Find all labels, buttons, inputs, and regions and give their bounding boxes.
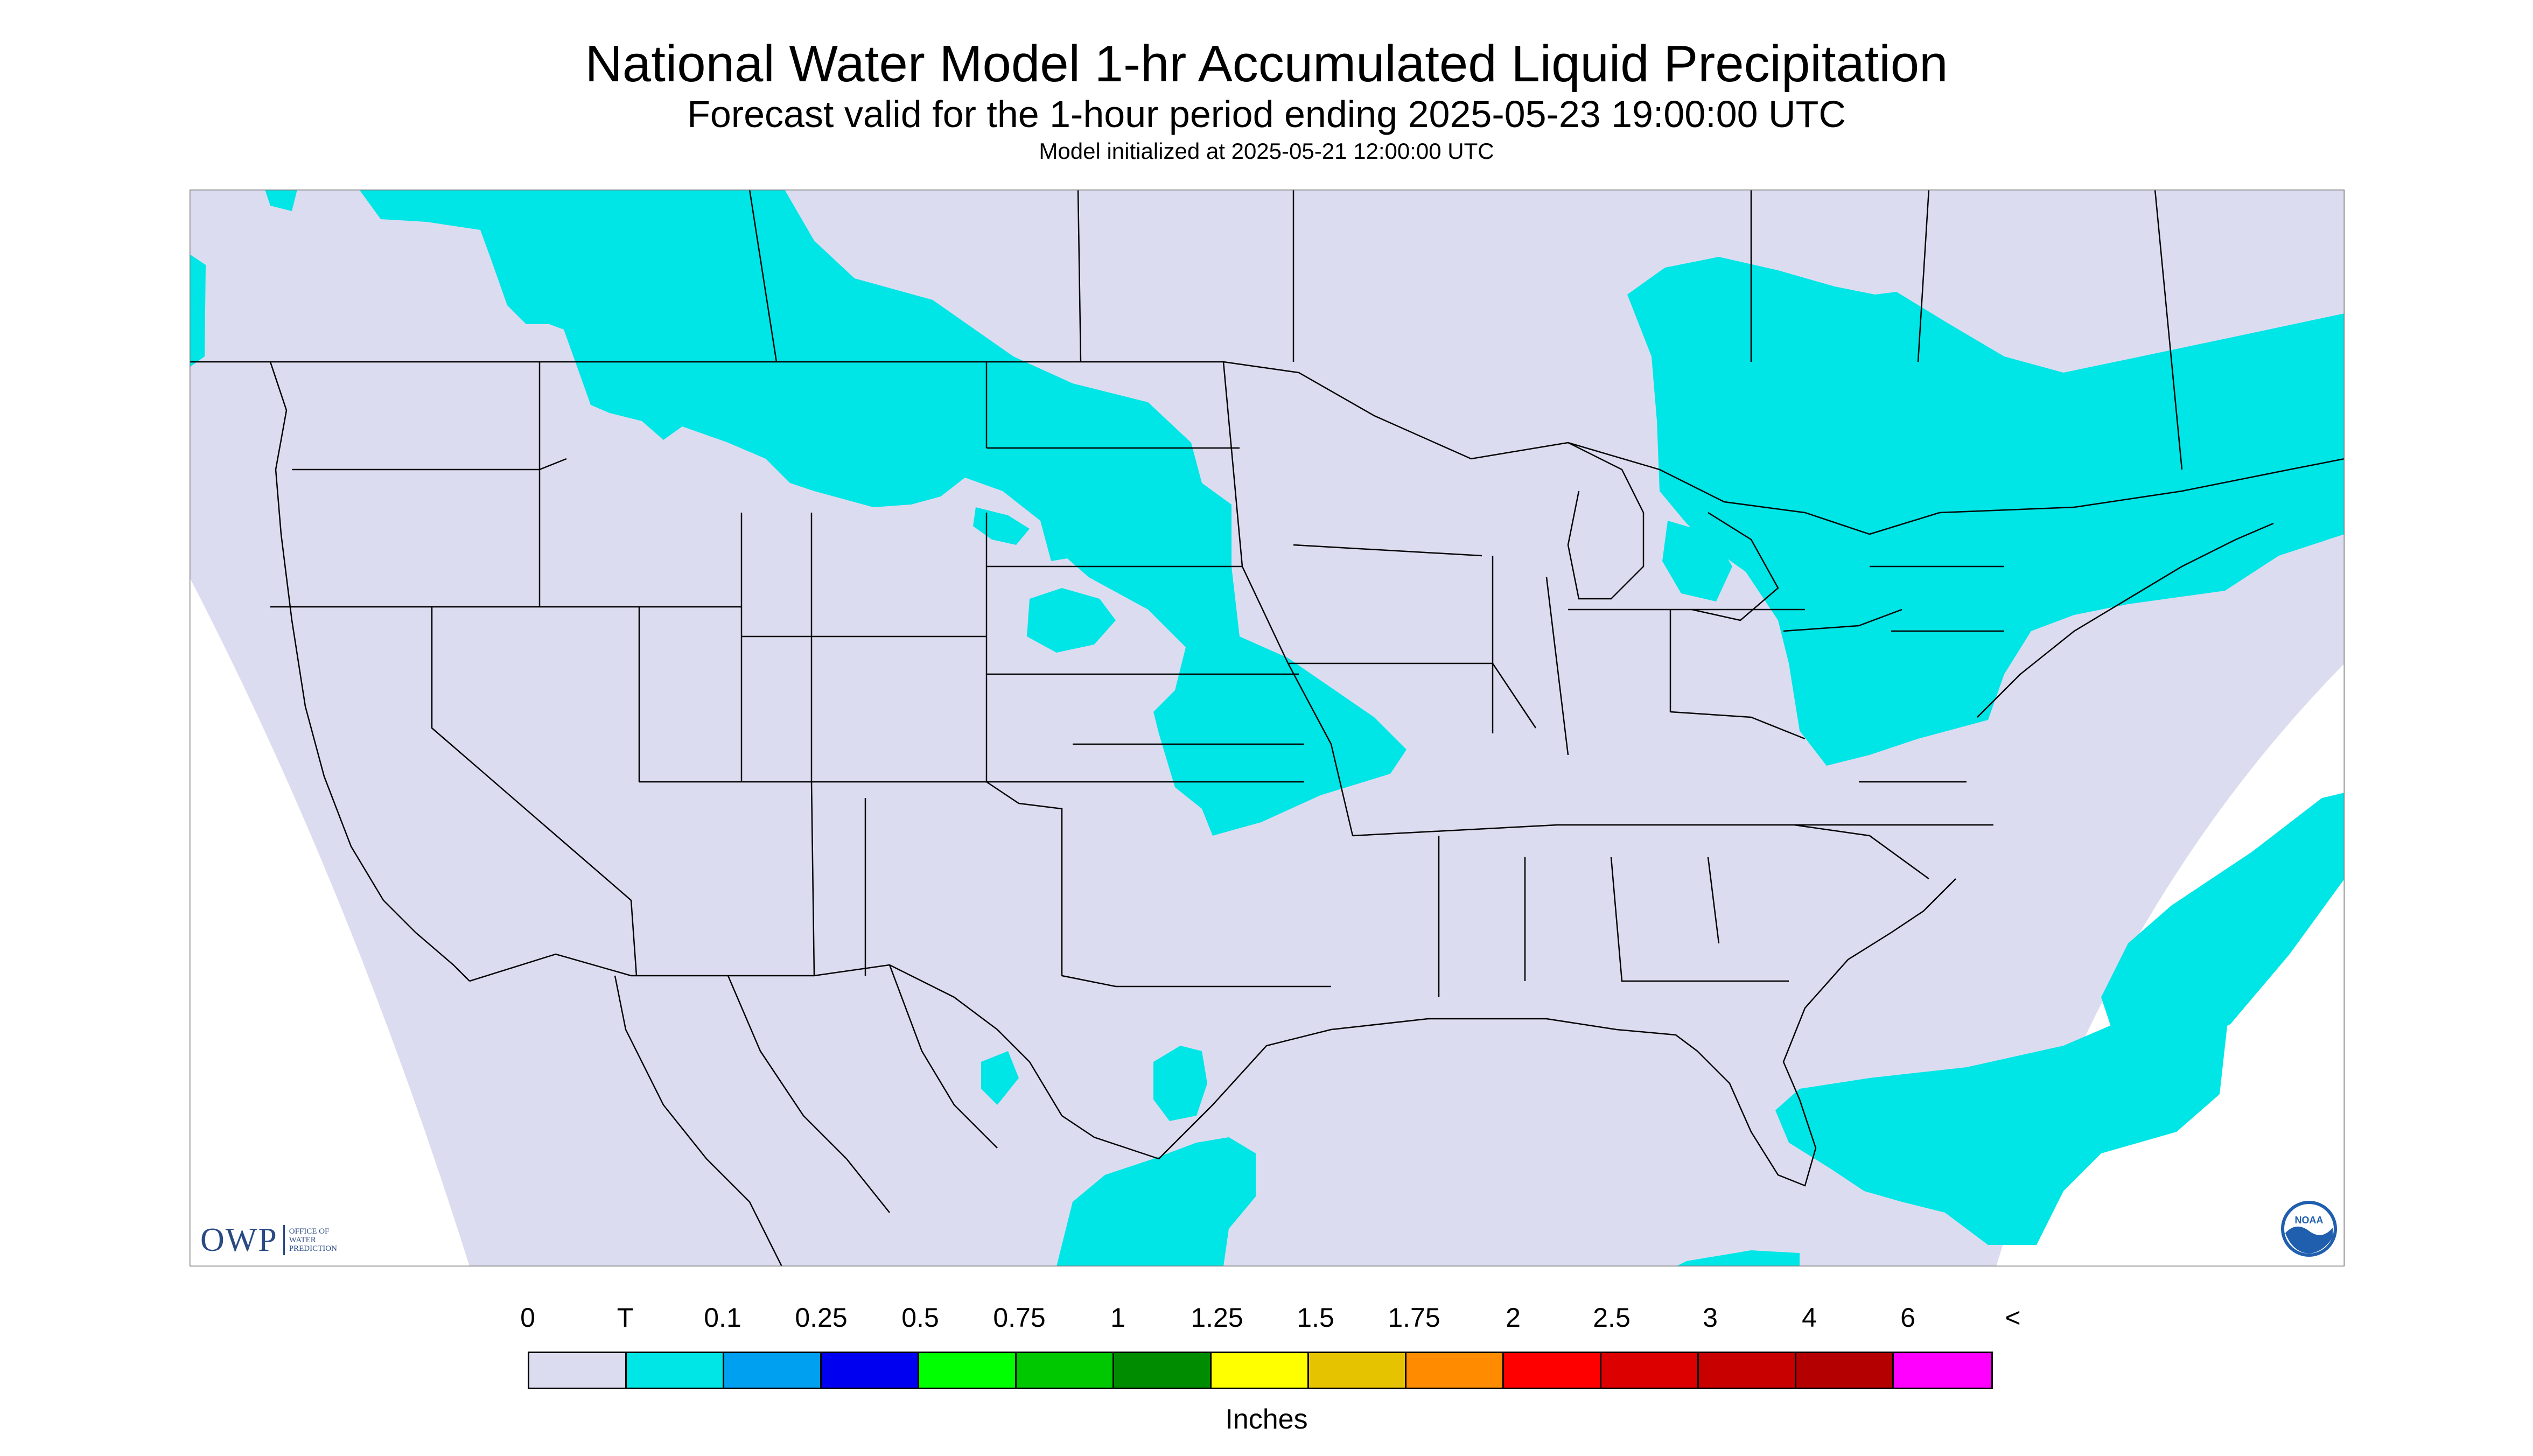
legend-swatch — [1212, 1353, 1309, 1388]
map-subtitle: Forecast valid for the 1-hour period end… — [687, 93, 1846, 135]
legend-label: T — [617, 1303, 634, 1333]
legend-label: 0.5 — [901, 1303, 939, 1333]
legend-swatch — [822, 1353, 919, 1388]
legend-label: 1.25 — [1191, 1303, 1243, 1333]
legend-swatch — [919, 1353, 1017, 1388]
midwest-states — [1222, 361, 1806, 836]
plains-states — [985, 362, 1331, 988]
mx-us-border — [469, 953, 1159, 1160]
legend-swatch — [1504, 1353, 1601, 1388]
legend-swatch — [1017, 1353, 1114, 1388]
precip-bc-blob — [265, 190, 297, 211]
legend-units: Inches — [1225, 1404, 1308, 1435]
legend-label: 6 — [1900, 1303, 1915, 1333]
state-boundaries — [190, 190, 2345, 1266]
legend-label: 4 — [1802, 1303, 1817, 1333]
owp-logo-text: OFFICE OF WATER PREDICTION — [289, 1227, 337, 1253]
noaa-logo-icon: NOAA — [2281, 1201, 2337, 1257]
noaa-logo-label: NOAA — [2295, 1215, 2324, 1226]
legend-swatch — [1407, 1353, 1504, 1388]
legend-labels: 0 T 0.1 0.25 0.5 0.75 1 1.25 1.5 1.75 2 … — [0, 1302, 2533, 1340]
legend-label: 0.1 — [704, 1303, 741, 1333]
precip-texas-blob-2 — [981, 1051, 1019, 1105]
canada-us-border — [190, 361, 2345, 535]
legend-swatch — [1894, 1353, 1991, 1388]
legend-label: 2.5 — [1593, 1303, 1631, 1333]
legend-label: 2 — [1506, 1303, 1521, 1333]
model-init-text: Model initialized at 2025-05-21 12:00:00… — [1039, 138, 1494, 164]
legend-label: 3 — [1703, 1303, 1718, 1333]
precip-atlantic-band — [2101, 793, 2345, 1056]
legend-swatch — [724, 1353, 822, 1388]
precip-florida-atlantic — [1775, 997, 2230, 1245]
south-states — [1352, 824, 1993, 997]
great-lakes — [1567, 442, 1902, 632]
precip-texas-blob — [1153, 1046, 1207, 1121]
precip-michigan-thumb — [1662, 521, 1732, 601]
legend-label: 0.75 — [993, 1303, 1046, 1333]
legend-swatch — [1796, 1353, 1894, 1388]
legend-label: 1 — [1110, 1303, 1125, 1333]
pacific-coast — [269, 361, 470, 982]
legend-label: 1.75 — [1388, 1303, 1440, 1333]
owp-logo-separator — [283, 1225, 285, 1255]
legend-label: < — [2005, 1303, 2021, 1333]
map-title: National Water Model 1-hr Accumulated Li… — [585, 35, 1948, 93]
precip-nb-blob — [2322, 410, 2345, 448]
owp-logo-mark: OWP — [200, 1222, 278, 1258]
precip-wa-blob — [190, 254, 206, 367]
precip-gulf-south — [1676, 1250, 1800, 1266]
gulf-coast — [1158, 878, 1956, 1187]
west-states — [270, 362, 1073, 976]
legend-label: 0 — [520, 1303, 535, 1333]
legend-swatch — [1601, 1353, 1699, 1388]
precip-dakota-blob — [1027, 588, 1116, 653]
legend-label: 1.5 — [1297, 1303, 1334, 1333]
legend-label: 0.25 — [795, 1303, 848, 1333]
east-coast — [1859, 522, 2274, 783]
province-lines — [748, 190, 2183, 470]
mexico-states — [614, 964, 998, 1266]
precipitation-map — [190, 190, 2345, 1266]
precip-mexico-gulf — [1056, 1137, 1256, 1266]
legend-swatch — [1114, 1353, 1212, 1388]
legend-swatch — [1309, 1353, 1407, 1388]
legend-swatch — [627, 1353, 724, 1388]
precip-alberta-montana — [359, 190, 1407, 836]
legend-swatch — [1699, 1353, 1796, 1388]
precip-trace-areas — [190, 190, 2345, 1266]
legend-swatch — [529, 1353, 627, 1388]
legend-colorbar — [528, 1352, 1993, 1389]
owp-logo: OWP OFFICE OF WATER PREDICTION — [200, 1221, 337, 1259]
